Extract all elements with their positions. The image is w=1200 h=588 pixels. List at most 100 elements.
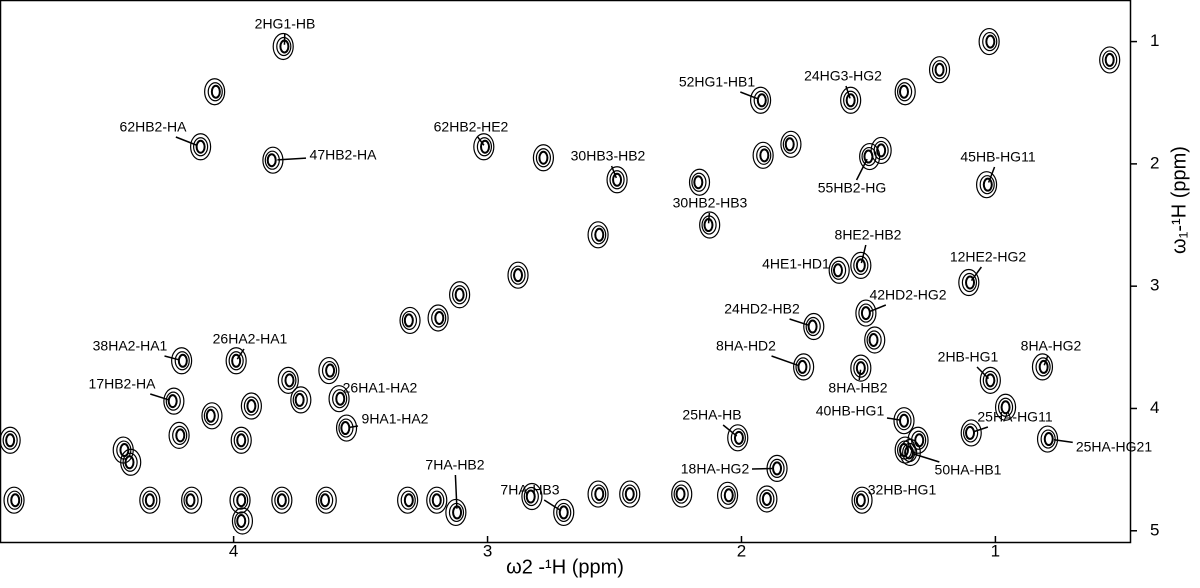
peak-label: 8HA-HG2 [1021,338,1082,354]
peak-contour [758,94,766,106]
leader-line [709,213,710,223]
leader-line [971,267,981,281]
leader-line [859,370,860,380]
peak-contour [984,179,992,191]
peak-contour [1106,54,1114,66]
peak-label: 26HA2-HA1 [213,331,288,347]
peak-label: 62HB2-HA [120,119,188,135]
x-axis-title: ω2 -¹H (ppm) [506,556,624,578]
peak-contour [595,488,603,500]
peak-label: 2HB-HG1 [938,349,999,365]
peak-label: 52HG1-HB1 [679,74,755,90]
peak-contour [456,289,464,301]
peak-contour [798,361,806,373]
peak-contour [834,264,842,276]
peak-label: 8HA-HD2 [716,338,776,354]
peak-label: 7HA-HB3 [500,482,559,498]
peak-contour [285,374,293,386]
peak-contour [763,493,771,505]
peak-label: 24HD2-HB2 [724,301,800,317]
peak-contour [915,434,923,446]
peak-contour [247,400,255,412]
peak-contour [405,494,413,506]
peak-contour [900,86,908,98]
x-tick-label: 3 [483,541,492,560]
peak-contour [677,488,685,500]
peak-contour [176,429,184,441]
peak-contour [786,138,794,150]
peak-contour [847,94,855,106]
peak-label: 17HB2-HA [89,376,157,392]
peak-contour [725,489,733,501]
peak-contour [405,314,413,326]
peak-label: 32HB-HG1 [868,482,937,498]
peak-contour [1045,433,1053,445]
y-tick-label: 4 [1150,398,1159,417]
peak-contour [1040,361,1048,373]
peak-label: 2HG1-HB [255,16,316,32]
peak-label: 25HA-HG11 [977,409,1052,425]
peak-contour [857,259,865,271]
peak-contour [212,86,220,98]
peak-contour [321,494,329,506]
y-tick-label: 3 [1150,276,1159,295]
peak-contour [237,494,245,506]
peak-label: 4HE1-HD1 [762,256,830,272]
peak-label: 47HB2-HA [310,147,378,163]
peak-contour [936,64,944,76]
peak-contour [862,307,870,319]
y-axis-title: ω₁-¹H (ppm) [1168,146,1190,254]
peak-label: 9HA1-HA2 [362,411,429,427]
y-tick-label: 5 [1150,520,1159,539]
y-tick-label: 2 [1150,153,1159,172]
peak-contour [169,395,177,407]
peak-contour [626,488,634,500]
peak-contour [857,494,865,506]
peak-label: 62HB2-HE2 [434,119,509,135]
peak-contour [433,494,441,506]
peak-contour [986,36,994,48]
peak-label: 26HA1-HA2 [343,380,418,396]
peak-label: 8HA-HB2 [828,380,887,396]
peak-contour [694,176,702,188]
peak-contour [326,365,334,377]
peak-contour [560,506,568,518]
peak-label: 42HD2-HG2 [869,287,946,303]
peak-label: 30HB2-HB3 [673,195,748,211]
peak-contour [237,434,245,446]
peak-contour [735,432,743,444]
x-tick-label: 1 [991,541,1000,560]
peak-contour [595,229,603,241]
leader-line [857,159,868,180]
peak-contour [237,515,245,527]
peak-contour [870,334,878,346]
peak-contour [278,494,286,506]
peak-label: 25HA-HG21 [1076,439,1152,455]
peak-label: 40HB-HG1 [816,403,885,419]
peak-label: 55HB2-HG [818,180,886,196]
leader-line [772,356,798,365]
peak-label: 30HB3-HB2 [571,148,646,164]
peak-contour [613,174,621,186]
peak-label: 50HA-HB1 [935,462,1002,478]
peak-contour [268,154,276,166]
peak-contour [296,394,304,406]
peak-label: 18HA-HG2 [681,461,750,477]
y-tick-label: 1 [1150,31,1159,50]
peak-label: 7HA-HB2 [425,457,484,473]
peak-contour [514,269,522,281]
leader-line [277,158,306,160]
peak-label: 38HA2-HA1 [93,338,168,354]
leader-line [752,469,772,470]
peak-contour [773,462,781,474]
peak-contour [966,427,974,439]
peak-contour [539,152,547,164]
peak-contour [809,321,817,333]
peak-contour [900,415,908,427]
peak-contour [146,494,154,506]
peak-contour [179,355,187,367]
peak-contour [197,141,205,153]
peak-contour [6,434,14,446]
